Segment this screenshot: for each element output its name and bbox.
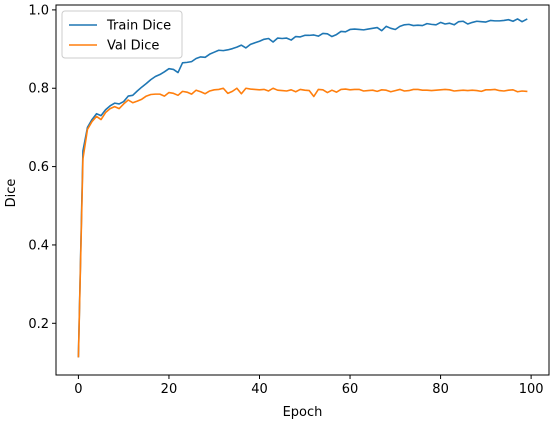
series-line-2 <box>77 87 528 358</box>
x-tick-label: 100 <box>519 382 544 397</box>
y-tick-label: 1.0 <box>28 3 49 18</box>
y-tick-label: 0.6 <box>28 160 49 175</box>
x-tick-label: 0 <box>74 382 82 397</box>
x-tick-label: 60 <box>342 382 359 397</box>
y-axis-label: Dice <box>4 179 19 208</box>
axes-frame <box>55 4 550 376</box>
x-tick-label: 20 <box>161 382 178 397</box>
y-tick-label: 0.2 <box>28 317 49 332</box>
x-tick-label: 80 <box>432 382 449 397</box>
series-line-1 <box>77 18 528 358</box>
plot-area <box>56 5 549 375</box>
y-tick-label: 0.8 <box>28 82 49 97</box>
axes: 0 20 40 60 80 100 0.2 0.4 0.6 0.8 1.0 <box>28 3 550 397</box>
plot-background <box>56 5 549 375</box>
legend-label: Val Dice <box>107 39 159 54</box>
x-axis-label: Epoch <box>283 405 323 420</box>
legend-box <box>61 10 183 59</box>
legend: Train Dice Val Dice <box>61 10 183 59</box>
series-layer <box>77 18 528 358</box>
legend-label: Train Dice <box>106 19 171 34</box>
x-tick-label: 40 <box>251 382 268 397</box>
y-tick-label: 0.4 <box>28 238 49 253</box>
